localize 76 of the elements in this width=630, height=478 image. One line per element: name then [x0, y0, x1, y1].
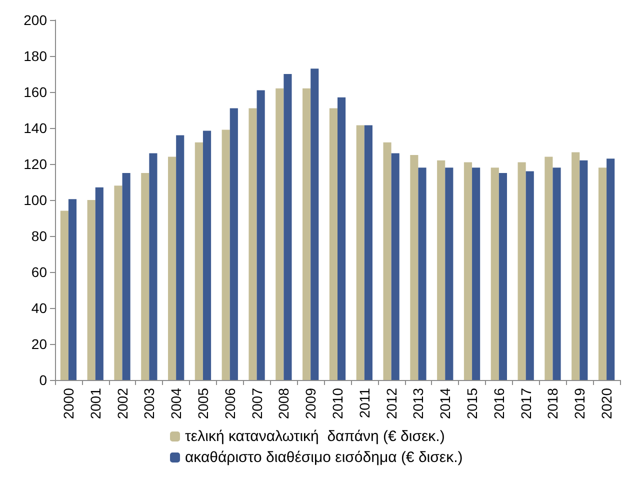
- x-tick-label: 2008: [276, 388, 292, 420]
- bar: [141, 173, 150, 380]
- bar: [518, 162, 526, 380]
- bar: [410, 155, 418, 380]
- legend-label: ακαθάριστο διαθέσιμο εισόδημα (€ δισεκ.): [185, 449, 463, 466]
- x-tick-label: 2019: [572, 388, 588, 420]
- bar: [176, 135, 184, 380]
- x-tick-label: 2009: [302, 388, 319, 420]
- bar: [418, 168, 426, 380]
- bar: [490, 168, 499, 380]
- bar: [202, 130, 212, 380]
- bar: [364, 125, 372, 380]
- x-tick-label: 2012: [383, 388, 400, 420]
- bar: [248, 108, 257, 380]
- y-tick-label: 180: [24, 48, 48, 64]
- x-tick-label: 2016: [490, 388, 507, 420]
- bar: [338, 97, 346, 380]
- y-tick-label: 80: [31, 228, 48, 244]
- x-tick-label: 2006: [222, 388, 238, 420]
- bar: [383, 142, 392, 380]
- bar: [68, 199, 77, 380]
- y-tick-label: 60: [31, 264, 48, 280]
- bar: [544, 156, 553, 380]
- x-tick-label: 2014: [437, 388, 454, 420]
- bar: [194, 142, 203, 380]
- bar: [302, 88, 311, 380]
- bar: [526, 171, 534, 380]
- x-tick-label: 2001: [87, 388, 104, 420]
- x-tick-label: 2007: [248, 388, 265, 420]
- x-tick-label: 2002: [114, 388, 130, 420]
- x-tick-label: 2013: [410, 388, 426, 420]
- bar: [437, 160, 446, 380]
- bar: [276, 88, 284, 380]
- x-tick-label: 2010: [330, 388, 346, 420]
- x-tick-label: 2000: [60, 388, 76, 420]
- y-tick-label: 40: [31, 300, 48, 316]
- bar: [552, 168, 561, 380]
- y-tick-label: 140: [24, 120, 48, 136]
- bar: [87, 200, 96, 380]
- y-tick-label: 160: [24, 84, 48, 100]
- bar: [391, 153, 400, 380]
- bar: [472, 168, 480, 380]
- bar: [445, 168, 454, 380]
- x-tick-label: 2017: [518, 388, 534, 420]
- bar: [310, 68, 319, 380]
- y-tick-label: 100: [24, 192, 48, 208]
- x-tick-label: 2011: [356, 388, 372, 418]
- x-tick-label: 2005: [194, 388, 211, 420]
- x-tick-label: 2018: [544, 388, 561, 420]
- bar: [168, 156, 176, 380]
- y-tick-label: 120: [24, 156, 48, 172]
- bar: [572, 152, 580, 380]
- bar: [256, 90, 265, 380]
- bar: [606, 158, 615, 380]
- bar: [149, 153, 158, 380]
- bar: [498, 173, 507, 380]
- y-tick-label: 0: [39, 372, 48, 388]
- bar: [356, 125, 364, 380]
- bar: [222, 130, 230, 380]
- bar: [284, 74, 292, 380]
- x-tick-label: 2004: [168, 388, 184, 420]
- y-tick-label: 200: [24, 12, 48, 28]
- x-tick-label: 2015: [464, 388, 480, 420]
- bar: [114, 186, 122, 380]
- bar: [464, 162, 472, 380]
- bar: [122, 173, 130, 380]
- bar: [598, 168, 607, 380]
- legend-label: τελική καταναλωτική δαπάνη (€ δισεκ.): [185, 428, 445, 445]
- bar: [329, 108, 338, 380]
- x-tick-label: 2003: [141, 388, 158, 420]
- y-tick-label: 20: [31, 336, 48, 352]
- bar: [95, 187, 104, 380]
- bar: [580, 160, 588, 380]
- bar: [60, 210, 68, 380]
- x-tick-label: 2020: [598, 388, 615, 420]
- bar: [230, 108, 238, 380]
